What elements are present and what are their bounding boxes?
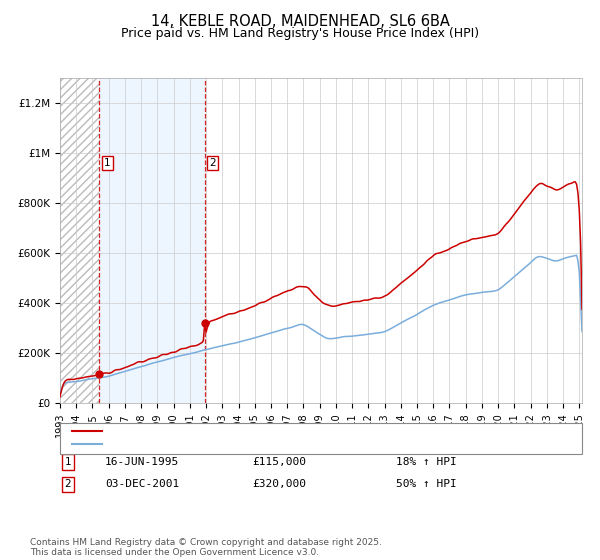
Text: £320,000: £320,000 — [252, 479, 306, 489]
Text: 2: 2 — [64, 479, 71, 489]
Text: Price paid vs. HM Land Registry's House Price Index (HPI): Price paid vs. HM Land Registry's House … — [121, 27, 479, 40]
Bar — [60, 78, 99, 403]
Bar — [99, 78, 205, 403]
Text: 14, KEBLE ROAD, MAIDENHEAD, SL6 6BA: 14, KEBLE ROAD, MAIDENHEAD, SL6 6BA — [151, 14, 449, 29]
Text: 03-DEC-2001: 03-DEC-2001 — [105, 479, 179, 489]
Text: 16-JUN-1995: 16-JUN-1995 — [105, 457, 179, 467]
Text: £115,000: £115,000 — [252, 457, 306, 467]
Text: 14, KEBLE ROAD, MAIDENHEAD, SL6 6BA (semi-detached house): 14, KEBLE ROAD, MAIDENHEAD, SL6 6BA (sem… — [108, 426, 469, 436]
Text: 2: 2 — [209, 158, 216, 168]
Text: 50% ↑ HPI: 50% ↑ HPI — [396, 479, 457, 489]
Text: 18% ↑ HPI: 18% ↑ HPI — [396, 457, 457, 467]
Text: 1: 1 — [64, 457, 71, 467]
Text: Contains HM Land Registry data © Crown copyright and database right 2025.
This d: Contains HM Land Registry data © Crown c… — [30, 538, 382, 557]
Text: HPI: Average price, semi-detached house, Windsor and Maidenhead: HPI: Average price, semi-detached house,… — [108, 439, 487, 449]
Text: 1: 1 — [104, 158, 111, 168]
